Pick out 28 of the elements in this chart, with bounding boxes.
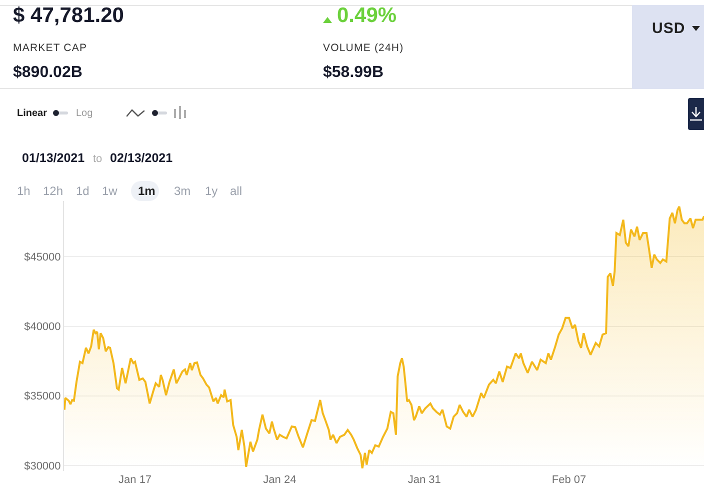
text: Log: [76, 108, 93, 119]
text: 1h: [17, 184, 30, 198]
x-tick-label: Jan 31: [408, 474, 441, 486]
text: 12h: [43, 184, 64, 198]
text: USD: [652, 20, 686, 37]
text: 1d: [76, 184, 90, 198]
y-tick-label: $30000: [24, 460, 61, 472]
text: 3m: [174, 184, 191, 198]
text: Linear: [17, 108, 48, 119]
text: $58.99B: [323, 64, 384, 81]
text: 01/13/2021: [22, 151, 85, 165]
text: 1w: [102, 184, 118, 198]
y-tick-label: $40000: [24, 321, 61, 334]
text: $ 47,781.20: [13, 4, 124, 27]
x-tick-label: Jan 17: [118, 474, 152, 486]
y-tick-label: $45000: [24, 252, 61, 264]
text: VOLUME (24H): [323, 42, 404, 54]
text: to: [93, 153, 102, 165]
x-tick-label: Jan 24: [263, 474, 296, 486]
text: all: [230, 184, 242, 198]
text: 02/13/2021: [110, 151, 173, 165]
text: $890.02B: [13, 64, 82, 81]
text: 0.49%: [337, 4, 397, 27]
text: 1m: [138, 184, 156, 198]
x-tick-label: Feb 07: [552, 474, 586, 486]
text: MARKET CAP: [13, 42, 88, 54]
y-tick-label: $35000: [24, 390, 61, 403]
text: 1y: [205, 184, 218, 198]
